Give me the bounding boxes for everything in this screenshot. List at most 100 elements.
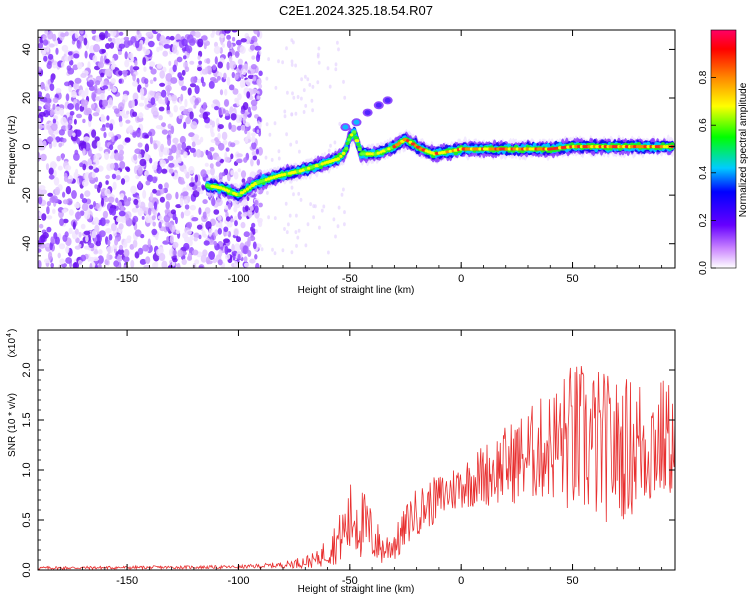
- noise-speck: [143, 264, 151, 268]
- noise-speck: [38, 123, 44, 130]
- noise-speck: [237, 211, 243, 220]
- noise-speck: [235, 39, 242, 46]
- noise-speck: [212, 64, 217, 71]
- noise-speck: [286, 90, 289, 95]
- ridge-core: [357, 147, 362, 152]
- noise-speck: [230, 142, 236, 148]
- noise-speck: [173, 105, 178, 113]
- noise-speck: [212, 79, 219, 83]
- noise-speck: [224, 89, 228, 96]
- noise-speck: [164, 96, 168, 105]
- noise-speck: [316, 80, 320, 85]
- x-tick-label: -100: [227, 273, 249, 285]
- noise-speck: [334, 62, 338, 67]
- noise-speck: [139, 158, 147, 167]
- noise-speck: [146, 174, 154, 183]
- noise-speck: [73, 53, 80, 59]
- noise-speck: [161, 168, 168, 174]
- noise-speck: [189, 96, 196, 103]
- noise-speck: [186, 221, 193, 229]
- noise-speck: [295, 243, 298, 248]
- noise-speck: [149, 157, 153, 164]
- noise-speck: [172, 44, 178, 54]
- noise-speck: [106, 68, 113, 77]
- noise-speck: [218, 107, 222, 116]
- noise-speck: [132, 215, 139, 223]
- noise-speck: [67, 51, 73, 56]
- noise-speck: [228, 84, 235, 91]
- noise-speck: [47, 60, 52, 65]
- noise-speck: [204, 162, 209, 167]
- noise-speck: [289, 142, 293, 147]
- noise-speck: [50, 236, 54, 244]
- noise-speck: [201, 230, 206, 238]
- noise-speck: [194, 174, 198, 183]
- noise-speck: [178, 180, 186, 185]
- noise-speck: [149, 90, 155, 96]
- noise-speck: [152, 207, 156, 215]
- noise-speck: [223, 72, 227, 80]
- noise-speck: [124, 59, 130, 68]
- noise-speck: [102, 210, 109, 219]
- noise-speck: [132, 131, 137, 138]
- noise-speck: [81, 179, 89, 187]
- noise-speck: [138, 166, 143, 175]
- noise-speck: [183, 242, 190, 251]
- noise-speck: [250, 63, 257, 70]
- noise-speck: [206, 256, 210, 265]
- noise-speck: [163, 39, 171, 45]
- ridge-core: [341, 151, 346, 155]
- noise-speck: [343, 95, 347, 100]
- noise-speck: [172, 137, 179, 144]
- noise-speck: [175, 148, 181, 155]
- noise-speck: [78, 231, 82, 238]
- noise-speck: [236, 125, 242, 131]
- noise-speck: [143, 66, 147, 72]
- ridge-core: [531, 147, 536, 151]
- noise-speck: [255, 262, 260, 268]
- snr-x-ticks: -150 -100 -50 0 50: [59, 330, 663, 587]
- noise-speck: [52, 139, 57, 148]
- noise-speck: [107, 33, 111, 38]
- noise-speck: [85, 235, 89, 243]
- ridge-core: [239, 191, 245, 195]
- noise-speck: [244, 136, 249, 144]
- noise-speck: [84, 87, 89, 97]
- noise-speck: [183, 199, 188, 205]
- branch-blob-core: [342, 124, 349, 130]
- noise-speck: [38, 111, 46, 117]
- noise-speck: [158, 221, 162, 229]
- ridge-cell: [356, 142, 361, 147]
- noise-speck: [191, 141, 196, 148]
- noise-speck: [123, 248, 130, 258]
- noise-speck: [242, 79, 246, 88]
- noise-speck: [92, 112, 100, 117]
- noise-speck: [53, 177, 60, 186]
- noise-speck: [238, 64, 243, 69]
- y-tick-label: -40: [21, 236, 33, 252]
- noise-speck: [172, 257, 178, 263]
- noise-speck: [214, 106, 219, 111]
- noise-speck: [193, 104, 197, 109]
- noise-speck: [132, 92, 139, 101]
- noise-speck: [186, 145, 192, 150]
- noise-speck: [113, 108, 120, 114]
- noise-speck: [108, 234, 113, 241]
- noise-speck: [167, 81, 172, 86]
- noise-speck: [119, 161, 126, 169]
- noise-speck: [113, 260, 120, 267]
- noise-speck: [55, 87, 62, 94]
- noise-speck: [181, 69, 186, 76]
- noise-speck: [329, 143, 332, 148]
- noise-speck: [105, 58, 110, 64]
- noise-speck: [184, 204, 190, 210]
- noise-speck: [158, 183, 163, 190]
- ridge-core: [266, 177, 271, 181]
- noise-speck: [38, 139, 43, 148]
- noise-speck: [115, 169, 121, 176]
- noise-speck: [46, 125, 50, 130]
- ridge-core: [269, 176, 273, 180]
- noise-speck: [118, 244, 124, 251]
- noise-speck: [226, 34, 232, 40]
- y-tick-label: 40: [21, 43, 33, 55]
